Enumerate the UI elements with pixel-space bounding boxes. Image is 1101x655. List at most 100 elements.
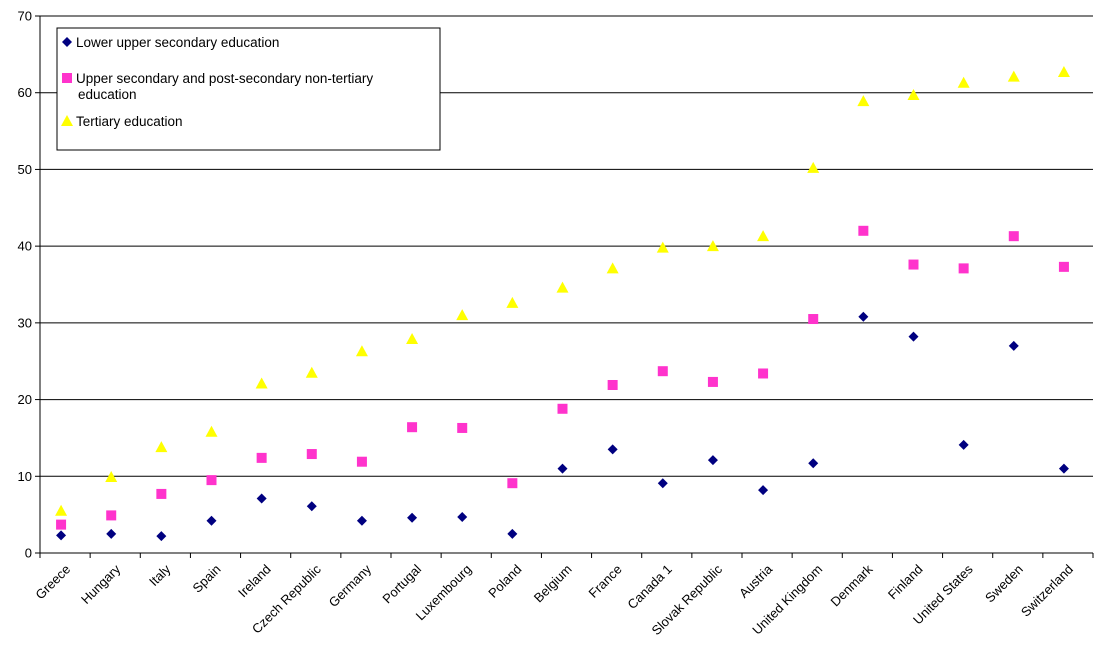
x-tick-label: France	[586, 562, 625, 601]
data-point	[407, 512, 418, 523]
data-point	[156, 488, 167, 499]
y-tick-label: 70	[18, 9, 32, 24]
data-point	[1057, 66, 1070, 78]
data-point	[507, 478, 518, 489]
data-point	[507, 528, 518, 539]
data-point	[907, 89, 920, 101]
data-point	[456, 309, 469, 321]
data-point	[1058, 261, 1069, 272]
axes	[39, 16, 1093, 554]
data-point	[457, 422, 468, 433]
y-axis-ticks: 0 10 20 30 40 50 60 70	[18, 9, 40, 561]
data-point	[857, 95, 870, 107]
series-3	[55, 66, 1070, 516]
data-point	[305, 366, 318, 378]
data-point	[206, 515, 217, 526]
legend: Lower upper secondary education Upper sec…	[56, 27, 441, 151]
data-point	[56, 519, 67, 530]
data-point	[256, 493, 267, 504]
data-point	[407, 422, 418, 433]
data-point	[156, 531, 167, 542]
legend-item: Upper secondary and post-secondary non-t…	[62, 71, 373, 102]
data-point	[306, 449, 317, 460]
y-tick-label: 30	[18, 315, 32, 330]
y-tick-label: 60	[18, 85, 32, 100]
series-2	[56, 225, 1069, 530]
data-point	[106, 510, 117, 521]
x-tick-label: Switzerland	[1018, 562, 1076, 620]
legend-label: Upper secondary and post-secondary non-t…	[76, 71, 373, 86]
series-1	[56, 311, 1069, 542]
data-point	[808, 458, 819, 469]
data-point	[506, 296, 519, 308]
legend-marker	[62, 73, 72, 83]
legend-label: Lower upper secondary education	[76, 35, 279, 50]
legend-box	[56, 27, 441, 151]
data-point	[758, 368, 769, 379]
data-point	[858, 311, 869, 322]
x-tick-label: Hungary	[78, 561, 124, 607]
x-tick-label: Finland	[885, 562, 926, 603]
data-point	[807, 161, 820, 173]
data-point	[757, 230, 770, 242]
data-point	[957, 76, 970, 88]
x-tick-label: Canada 1	[624, 562, 674, 612]
x-tick-label: Spain	[190, 562, 224, 596]
data-point	[557, 403, 568, 414]
legend-label: education	[78, 87, 137, 102]
data-point	[1008, 340, 1019, 351]
data-point	[155, 441, 168, 453]
x-tick-label: Germany	[326, 561, 375, 610]
data-point	[908, 331, 919, 342]
x-tick-label: Poland	[485, 562, 524, 601]
data-point	[707, 376, 718, 387]
data-point	[607, 379, 618, 390]
data-point	[557, 463, 568, 474]
data-point	[556, 281, 569, 293]
data-point	[606, 262, 619, 274]
data-point	[255, 377, 268, 389]
data-point	[1008, 231, 1019, 242]
data-point	[858, 225, 869, 236]
legend-marker	[62, 37, 72, 47]
data-point	[105, 471, 118, 483]
legend-label: Tertiary education	[76, 114, 183, 129]
x-tick-label: Ireland	[235, 562, 274, 601]
data-point	[356, 515, 367, 526]
x-tick-label: Sweden	[982, 562, 1026, 606]
data-points	[55, 66, 1070, 542]
data-point	[106, 528, 117, 539]
data-point	[958, 439, 969, 450]
data-point	[356, 456, 367, 467]
y-tick-label: 50	[18, 162, 32, 177]
data-point	[1058, 463, 1069, 474]
x-tick-label: Belgium	[531, 562, 575, 606]
data-point	[758, 485, 769, 496]
x-tick-label: Greece	[32, 562, 73, 603]
x-tick-label: Denmark	[828, 561, 876, 609]
data-point	[958, 263, 969, 274]
data-point	[355, 345, 368, 357]
legend-marker	[61, 115, 73, 126]
y-tick-label: 10	[18, 469, 32, 484]
y-tick-label: 20	[18, 392, 32, 407]
data-point	[457, 511, 468, 522]
x-tick-label: Austria	[736, 561, 776, 601]
data-point	[808, 314, 819, 325]
legend-item: Tertiary education	[61, 114, 183, 129]
data-point	[306, 501, 317, 512]
data-point	[205, 425, 218, 437]
data-point	[256, 452, 267, 463]
data-point	[656, 241, 669, 253]
x-tick-label: Italy	[146, 561, 174, 589]
data-point	[406, 332, 419, 344]
data-point	[206, 475, 217, 486]
legend-item: Lower upper secondary education	[62, 35, 279, 50]
data-point	[657, 366, 668, 377]
y-tick-label: 0	[25, 546, 32, 561]
data-point	[707, 455, 718, 466]
y-tick-label: 40	[18, 239, 32, 254]
x-tick-label: Portugal	[379, 561, 424, 606]
